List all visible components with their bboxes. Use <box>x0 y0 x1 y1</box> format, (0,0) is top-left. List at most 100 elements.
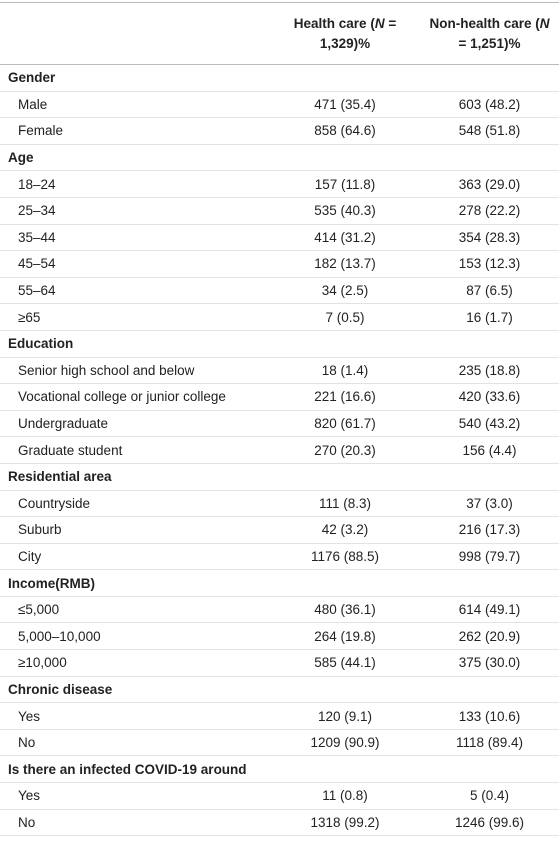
cell-value: 216 (17.3) <box>458 522 521 538</box>
cell-value: 820 (61.7) <box>314 416 376 432</box>
data-row: Undergraduate 820 (61.7) 540 (43.2) <box>0 410 559 437</box>
data-row: 35–44 414 (31.2) 354 (28.3) <box>0 224 559 251</box>
cell-value: 37 (3.0) <box>466 495 513 511</box>
data-row: Male 471 (35.4) 603 (48.2) <box>0 91 559 118</box>
data-row: 5,000–10,000 264 (19.8) 262 (20.9) <box>0 623 559 650</box>
row-label: ≥65 <box>18 309 41 325</box>
row-label: Yes <box>18 788 41 804</box>
cell-value: 540 (43.2) <box>458 416 521 432</box>
cell-value: 363 (29.0) <box>458 176 521 192</box>
cell-value: 471 (35.4) <box>314 96 376 112</box>
cell-value: 264 (19.8) <box>314 628 376 644</box>
cell-value: 585 (44.1) <box>314 655 376 671</box>
cell-value: 998 (79.7) <box>458 548 521 564</box>
row-label: Male <box>18 96 48 112</box>
section-title: Gender <box>8 70 56 86</box>
cell-value: 535 (40.3) <box>314 203 376 219</box>
data-row: 25–34 535 (40.3) 278 (22.2) <box>0 197 559 225</box>
cell-value: 111 (8.3) <box>318 495 372 511</box>
cell-value: 548 (51.8) <box>458 123 521 139</box>
cell-value: 354 (28.3) <box>458 229 521 245</box>
row-label: Countryside <box>18 495 91 511</box>
row-label: 18–24 <box>18 176 56 192</box>
cell-value: 16 (1.7) <box>466 309 513 325</box>
cell-value: 221 (16.6) <box>314 389 376 405</box>
section-row: Education <box>0 330 559 358</box>
cell-value: 34 (2.5) <box>321 283 369 299</box>
cell-value: 156 (4.4) <box>462 442 517 458</box>
cell-value: 270 (20.3) <box>314 442 376 458</box>
row-label: 5,000–10,000 <box>18 628 101 644</box>
row-label: No <box>18 814 36 830</box>
data-row: City 1176 (88.5) 998 (79.7) <box>0 543 559 570</box>
row-label: Graduate student <box>18 442 123 458</box>
data-row: No 1209 (90.9) 1118 (89.4) <box>0 729 559 756</box>
cell-value: 153 (12.3) <box>458 256 521 272</box>
data-row: No 1318 (99.2) 1246 (99.6) <box>0 809 559 836</box>
data-row: 55–64 34 (2.5) 87 (6.5) <box>0 277 559 304</box>
data-row: Senior high school and below 18 (1.4) 235 … <box>0 357 559 384</box>
header-text: Non-health care ( <box>429 15 540 31</box>
data-row: 45–54 182 (13.7) 153 (12.3) <box>0 251 559 278</box>
data-row: Yes 11 (0.8) 5 (0.4) <box>0 783 559 810</box>
data-row: Yes 120 (9.1) 133 (10.6) <box>0 703 559 730</box>
cell-value: 87 (6.5) <box>466 283 513 299</box>
cell-value: 11 (0.8) <box>322 788 368 804</box>
header-text: N <box>539 15 550 31</box>
row-label: 45–54 <box>18 256 56 272</box>
header-text: N <box>374 15 385 31</box>
row-label: City <box>18 548 42 564</box>
cell-value: 42 (3.2) <box>321 522 369 538</box>
row-label: Female <box>18 123 64 139</box>
data-row: ≤5,000 480 (36.1) 614 (49.1) <box>0 596 559 623</box>
row-label: 25–34 <box>18 203 56 219</box>
cell-value: 278 (22.2) <box>458 203 521 219</box>
section-row: Is there an infected COVID-19 around <box>0 756 559 783</box>
table-body: Gender Male 471 (35.4) 603 (48.2) Female 858 … <box>0 65 559 836</box>
section-row: Gender <box>0 65 559 92</box>
cell-value: 1118 (89.4) <box>455 735 524 751</box>
section-row: Age <box>0 144 559 171</box>
row-label: 35–44 <box>18 229 56 245</box>
cell-value: 414 (31.2) <box>314 229 376 245</box>
cell-value: 157 (11.8) <box>314 176 376 192</box>
data-row: Female 858 (64.6) 548 (51.8) <box>0 118 559 145</box>
cell-value: 133 (10.6) <box>458 708 521 724</box>
section-row: Residential area <box>0 463 559 490</box>
cell-value: 1176 (88.5) <box>310 548 380 564</box>
cell-value: 1209 (90.9) <box>310 735 380 751</box>
row-label: Undergraduate <box>18 416 109 432</box>
header-text: = 1,329)% <box>319 15 397 51</box>
cell-value: 480 (36.1) <box>314 602 376 618</box>
cell-value: 120 (9.1) <box>317 708 373 724</box>
section-title: Is there an infected COVID-19 around <box>8 761 247 777</box>
column-header: Non-health care (N = 1,251)% <box>420 3 559 65</box>
section-row: Chronic disease <box>0 676 559 703</box>
data-row: Countryside 111 (8.3) 37 (3.0) <box>0 490 559 517</box>
header-text: Health care ( <box>293 15 375 31</box>
cell-value: 5 (0.4) <box>469 788 510 804</box>
header-text: = 1,251)% <box>458 35 521 51</box>
cell-value: 262 (20.9) <box>458 628 521 644</box>
cell-value: 1246 (99.6) <box>454 814 525 830</box>
row-label: ≤5,000 <box>18 602 60 618</box>
row-label: Yes <box>18 708 41 724</box>
cell-value: 7 (0.5) <box>325 309 365 325</box>
cell-value: 614 (49.1) <box>458 602 521 618</box>
data-row: Graduate student 270 (20.3) 156 (4.4) <box>0 437 559 464</box>
cell-value: 182 (13.7) <box>314 256 376 272</box>
table-header: Health care (N = 1,329)% Non-health care … <box>0 2 559 65</box>
data-row: 18–24 157 (11.8) 363 (29.0) <box>0 171 559 198</box>
cell-value: 420 (33.6) <box>458 389 521 405</box>
section-title: Residential area <box>8 469 112 485</box>
section-title: Age <box>8 150 34 166</box>
cell-value: 18 (1.4) <box>321 362 369 378</box>
row-label: Suburb <box>18 522 62 538</box>
row-label: ≥10,000 <box>18 655 67 671</box>
data-row: ≥65 7 (0.5) 16 (1.7) <box>0 304 559 331</box>
cell-value: 858 (64.6) <box>314 123 376 139</box>
cell-value: 375 (30.0) <box>458 655 521 671</box>
section-title: Education <box>8 336 74 352</box>
